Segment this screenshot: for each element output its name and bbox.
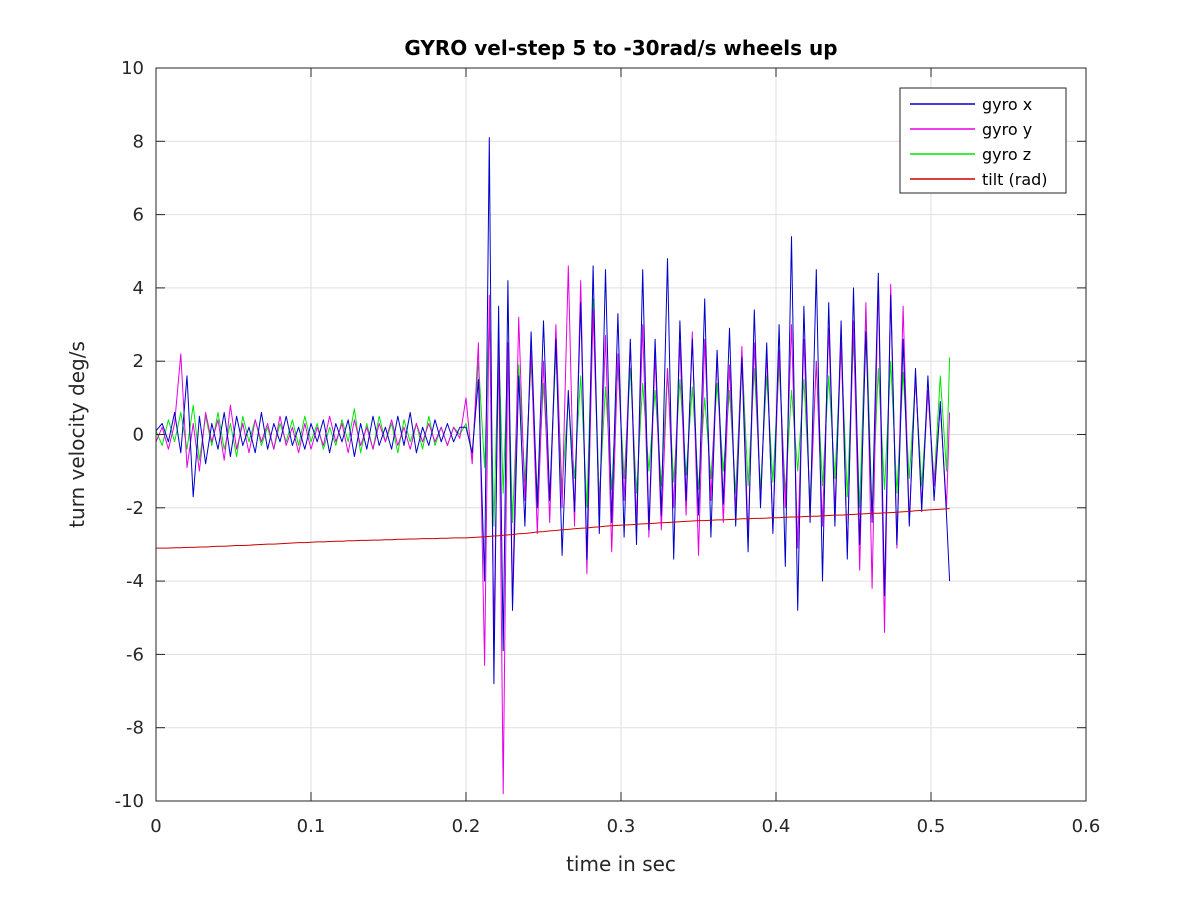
series-line-tilt-rad: [156, 508, 950, 549]
y-tick-label: 0: [133, 425, 144, 446]
y-tick-label: -4: [126, 571, 144, 592]
legend-label: gyro z: [982, 145, 1031, 164]
y-tick-label: 2: [133, 351, 144, 372]
legend-label: tilt (rad): [982, 170, 1048, 189]
legend-label: gyro x: [982, 95, 1032, 114]
y-tick-label: 4: [133, 278, 144, 299]
y-tick-label: -8: [126, 718, 144, 739]
y-tick-label: -6: [126, 644, 144, 665]
y-tick-label: 6: [133, 205, 144, 226]
x-tick-label: 0.1: [297, 816, 326, 837]
x-tick-label: 0.3: [607, 816, 636, 837]
y-axis-label: turn velocity deg/s: [65, 341, 89, 528]
x-tick-label: 0.5: [917, 816, 946, 837]
chart-title: GYRO vel-step 5 to -30rad/s wheels up: [404, 36, 837, 60]
legend-box: [899, 87, 1067, 194]
y-tick-label: -10: [115, 791, 144, 812]
x-tick-label: 0.6: [1072, 816, 1101, 837]
y-tick-label: 10: [121, 58, 144, 79]
series-layer: [156, 137, 951, 795]
x-tick-label: 0.2: [452, 816, 481, 837]
legend-label: gyro y: [982, 120, 1032, 139]
axis-ticks: 0 0.1 0.2 0.3 0.4 0.5 0.6 -10 -8 -6 -4 -2 0 2 4 6 8 10: [115, 58, 1101, 837]
y-tick-label: -2: [126, 498, 144, 519]
x-axis-label: time in sec: [566, 852, 676, 876]
x-tick-label: 0.4: [762, 816, 791, 837]
x-tick-label: 0: [150, 816, 161, 837]
legend: gyro x gyro y gyro z tilt (rad): [899, 87, 1067, 194]
series-line-gyro-y: [156, 265, 951, 795]
y-tick-label: 8: [133, 131, 144, 152]
series-line-gyro-x: [156, 137, 951, 685]
